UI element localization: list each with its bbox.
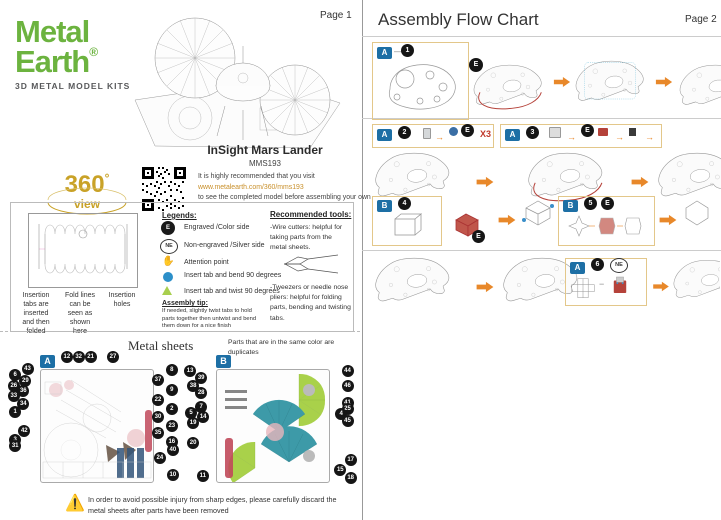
svg-text:360°: 360°	[65, 171, 110, 198]
